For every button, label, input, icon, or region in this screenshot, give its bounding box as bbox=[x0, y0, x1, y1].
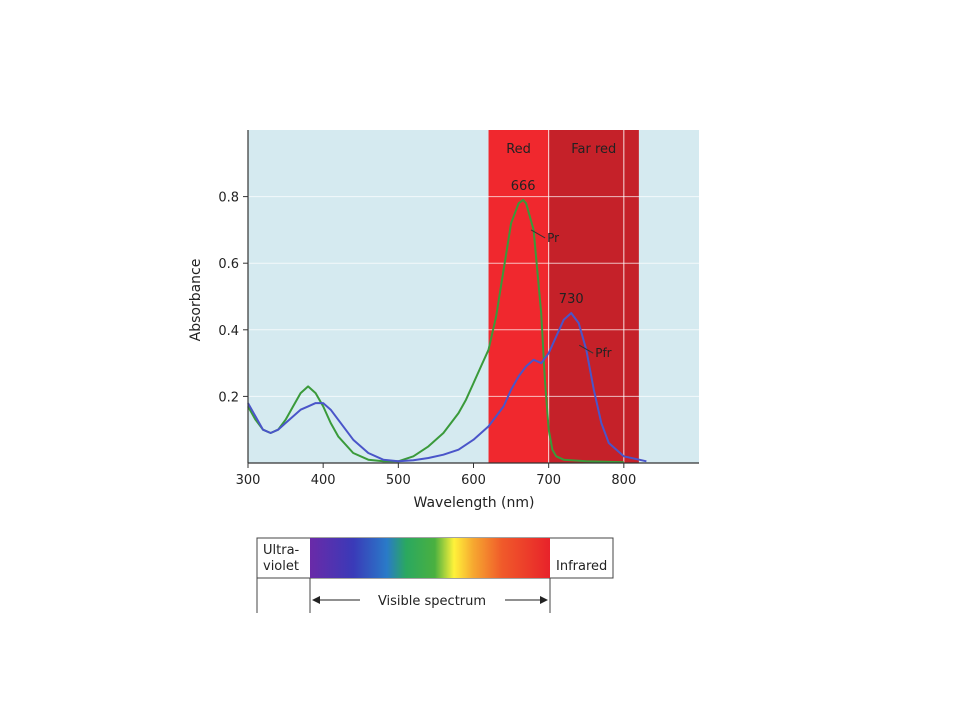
visible-spectrum-label: Visible spectrum bbox=[378, 594, 486, 609]
visible-arrow-right-head bbox=[540, 596, 548, 604]
series-label-pr: Pr bbox=[547, 231, 559, 245]
infrared-label: Infrared bbox=[556, 559, 607, 574]
x-tick-label: 400 bbox=[311, 473, 336, 488]
uv-label-line1: Ultra- bbox=[263, 543, 300, 558]
series-leader-pr bbox=[530, 229, 546, 239]
x-tick-label: 800 bbox=[611, 473, 636, 488]
band-label-red: Red bbox=[506, 142, 531, 157]
x-tick-label: 300 bbox=[236, 473, 261, 488]
x-tick-label: 600 bbox=[461, 473, 486, 488]
band-label-far-red: Far red bbox=[571, 142, 616, 157]
peak-label-pfr: 730 bbox=[559, 292, 584, 307]
spectrum-legend: Ultra- violet Infrared Visible spectrum bbox=[256, 537, 614, 613]
axis-ticks: 300 400 500 600 700 800 0.2 0.4 0.6 0.8 bbox=[218, 191, 636, 488]
y-tick-label: 0.6 bbox=[218, 257, 239, 272]
x-tick-label: 500 bbox=[386, 473, 411, 488]
grid-lines bbox=[248, 130, 699, 463]
y-tick-label: 0.8 bbox=[218, 191, 239, 206]
y-axis-title: Absorbance bbox=[188, 259, 204, 342]
uv-label-line2: violet bbox=[263, 559, 299, 574]
series-line-pr bbox=[247, 198, 624, 464]
x-tick-label: 700 bbox=[536, 473, 561, 488]
series-lines bbox=[247, 198, 647, 464]
y-tick-label: 0.4 bbox=[218, 324, 239, 339]
visible-arrow-left-head bbox=[312, 596, 320, 604]
peak-label-pr: 666 bbox=[511, 179, 536, 194]
chart-labels: Red Far red 666 Pr 730 Pfr bbox=[506, 142, 616, 360]
y-tick-label: 0.2 bbox=[218, 390, 239, 405]
series-leader-pfr bbox=[578, 344, 594, 354]
series-label-pfr: Pfr bbox=[595, 346, 611, 360]
x-axis-title: Wavelength (nm) bbox=[414, 495, 535, 511]
visible-spectrum-bar bbox=[310, 538, 550, 578]
series-line-pfr bbox=[247, 312, 647, 463]
